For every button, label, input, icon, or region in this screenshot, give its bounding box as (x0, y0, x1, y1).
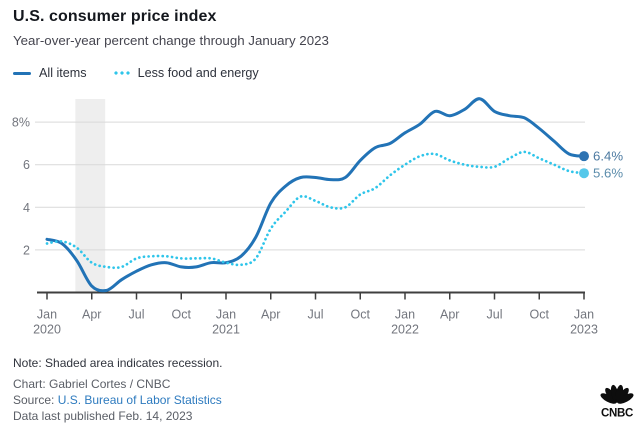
series-line-all-items (45, 97, 586, 293)
legend-item-less-food-energy: Less food and energy (112, 66, 259, 80)
series-line-less-food-and-energy (45, 150, 586, 270)
chart-credit: Chart: Gabriel Cortes / CNBC (13, 377, 171, 391)
source-link[interactable]: U.S. Bureau of Labor Statistics (57, 393, 222, 407)
x-tick-label-month: Oct (172, 308, 192, 322)
chart-note: Note: Shaded area indicates recession. (13, 356, 223, 370)
y-axis-label: 8% (12, 116, 30, 130)
x-tick-label-month: Jan (574, 308, 594, 322)
chart-updated: Data last published Feb. 14, 2023 (13, 409, 193, 423)
x-tick-label-month: Apr (261, 308, 280, 322)
chart-subtitle: Year-over-year percent change through Ja… (13, 33, 329, 48)
x-tick-label-month: Jul (308, 308, 324, 322)
x-tick-label-month: Jul (129, 308, 145, 322)
x-tick-label-year: 2022 (391, 323, 419, 337)
x-tick-label-month: Apr (82, 308, 101, 322)
legend-label-less-food-energy: Less food and energy (137, 66, 259, 80)
chart-source: Source: U.S. Bureau of Labor Statistics (13, 392, 222, 408)
x-tick-label-month: Jan (37, 308, 57, 322)
cnbc-peacock-icon: CNBC (600, 384, 634, 420)
all-items-line-swatch (13, 71, 31, 75)
y-axis-label: 6 (23, 158, 30, 172)
recession-band (75, 99, 106, 293)
x-tick-label-year: 2020 (33, 323, 61, 337)
end-label-all-items: 6.4% (593, 149, 623, 164)
end-dot-all-items (579, 151, 589, 162)
x-tick-label-month: Jan (216, 308, 236, 322)
x-tick-label-month: Oct (351, 308, 371, 322)
cpi-line-chart: 2 4 6 8% Jan 2020 Apr Jul Oct Jan 2021 Apr Jul Oct Jan… (0, 90, 640, 342)
end-label-less-food-and-energy: 5.6% (593, 166, 623, 181)
end-dot-less-food-and-energy (579, 168, 589, 179)
x-tick-label-month: Jan (395, 308, 415, 322)
x-tick-label-year: 2023 (570, 323, 598, 337)
legend-item-all-items: All items (13, 66, 87, 80)
source-prefix: Source: (13, 393, 58, 407)
less-food-energy-line-swatch (112, 71, 130, 75)
y-axis-label: 4 (23, 201, 30, 215)
y-axis-label: 2 (23, 243, 30, 257)
cnbc-logo-text: CNBC (601, 408, 633, 420)
page-title: U.S. consumer price index (13, 8, 217, 25)
cnbc-logo: CNBC (595, 383, 639, 427)
chart-legend: All items Less food and energy (13, 66, 259, 80)
x-tick-label-year: 2021 (212, 323, 240, 337)
chart-footer: Note: Shaded area indicates recession. C… (13, 355, 222, 424)
x-tick-label-month: Apr (440, 308, 459, 322)
x-tick-label-month: Jul (487, 308, 503, 322)
x-tick-label-month: Oct (530, 308, 550, 322)
legend-label-all-items: All items (39, 66, 87, 80)
